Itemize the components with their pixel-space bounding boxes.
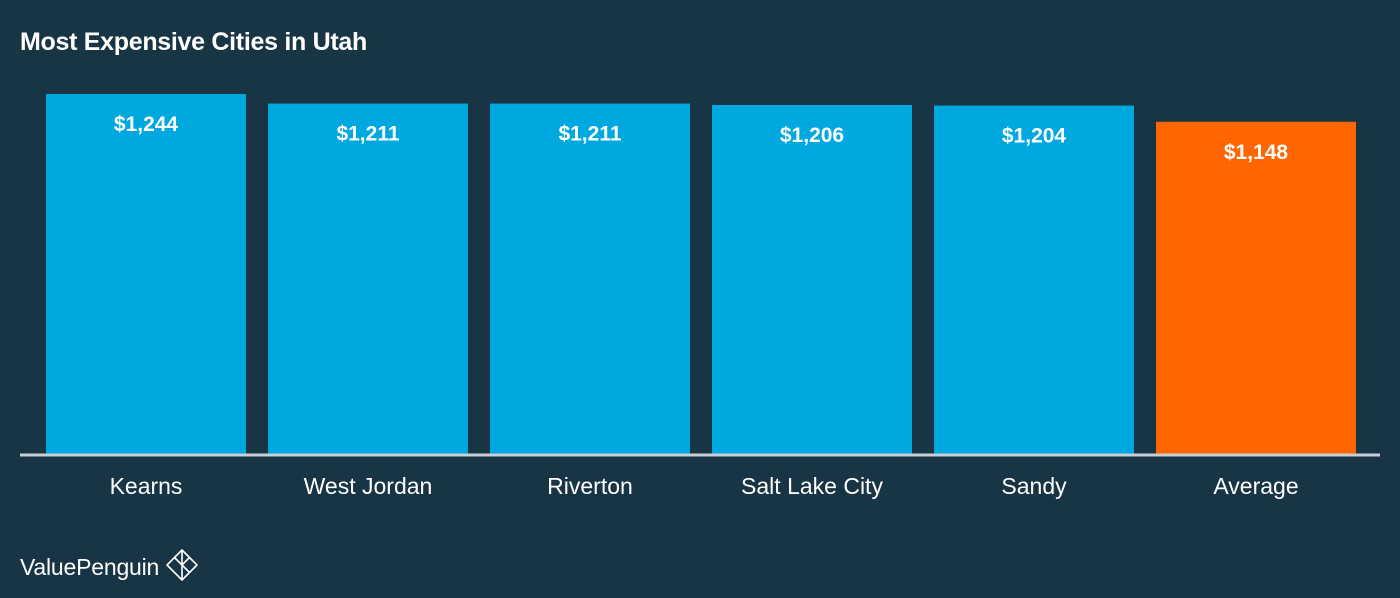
bars-group: [46, 94, 1356, 455]
bar-sandy: [934, 105, 1134, 454]
value-label-kearns: $1,244: [114, 113, 179, 136]
category-labels-group: Kearns West Jordan Riverton Salt Lake City S…: [110, 473, 1299, 499]
value-label-west-jordan: $1,211: [336, 123, 399, 146]
bar-kearns: [46, 94, 246, 454]
bar-salt-lake-city: [712, 104, 912, 454]
category-label-salt-lake-city: Salt Lake City: [741, 473, 883, 499]
value-label-average: $1,148: [1224, 141, 1289, 164]
brand-name: ValuePenguin: [20, 554, 160, 580]
chart-title: Most Expensive Cities in Utah: [20, 28, 367, 56]
value-label-salt-lake-city: $1,206: [780, 124, 844, 147]
category-label-west-jordan: West Jordan: [304, 473, 433, 499]
bar-average: [1156, 121, 1356, 455]
bar-west-jordan: [268, 103, 468, 455]
category-label-kearns: Kearns: [110, 473, 183, 499]
value-label-riverton: $1,211: [558, 123, 621, 146]
penguin-diamond-icon: [165, 548, 199, 587]
value-label-sandy: $1,204: [1002, 125, 1067, 148]
category-label-average: Average: [1213, 473, 1298, 499]
brand-logo: ValuePenguin: [20, 548, 199, 587]
category-label-sandy: Sandy: [1001, 473, 1067, 499]
bar-riverton: [490, 103, 690, 455]
category-label-riverton: Riverton: [547, 473, 633, 499]
value-labels-group: $1,244 $1,211 $1,211 $1,206 $1,204 $1,148: [114, 113, 1289, 164]
